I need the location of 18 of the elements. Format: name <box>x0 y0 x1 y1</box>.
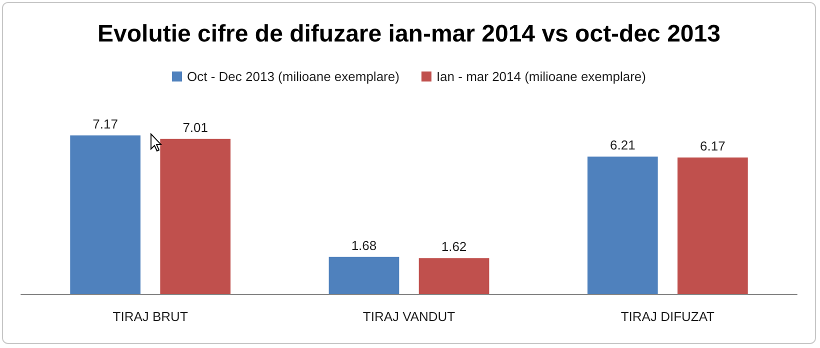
x-tick-label: TIRAJ DIFUZAT <box>620 309 715 324</box>
bar <box>587 156 658 294</box>
chart-title: Evolutie cifre de difuzare ian-mar 2014 vs oct-dec 2013 <box>98 20 720 48</box>
bar <box>418 258 490 294</box>
data-label: 6.17 <box>700 138 726 154</box>
data-label: 6.21 <box>610 138 636 153</box>
legend-label: Ian - mar 2014 (milioane exemplare) <box>436 69 646 84</box>
x-tick-label: TIRAJ BRUT <box>112 309 188 324</box>
bar <box>328 256 400 294</box>
data-label: 7.01 <box>182 120 208 135</box>
data-label: 1.62 <box>441 239 467 254</box>
data-label: 7.17 <box>92 116 118 132</box>
x-tick-label: TIRAJ VANDUT <box>362 309 456 324</box>
bar <box>678 157 748 294</box>
legend-label: Oct - Dec 2013 (milioane exemplare) <box>187 69 400 84</box>
bar <box>160 138 231 294</box>
data-label: 1.68 <box>351 238 377 253</box>
bar <box>70 135 140 294</box>
